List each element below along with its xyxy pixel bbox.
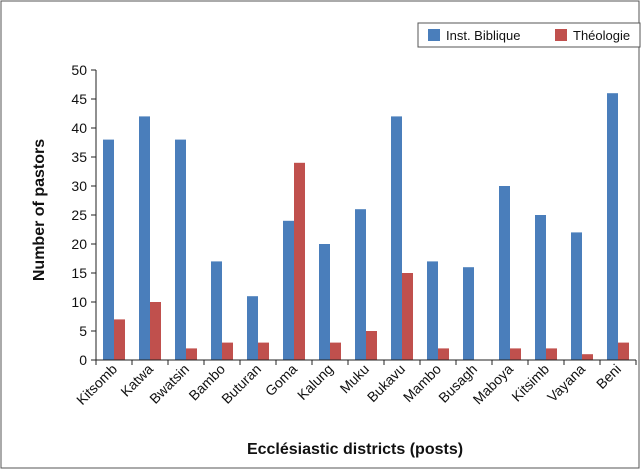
bar-th-ologie-goma [294, 162, 305, 360]
bar-inst-biblique-beni [607, 93, 618, 360]
bar-th-ologie-kitsimb [546, 348, 557, 360]
legend: Inst. Biblique Théologie [417, 22, 641, 48]
y-tick-label: 45 [71, 91, 87, 107]
bar-inst-biblique-goma [283, 220, 294, 360]
bar-th-ologie-buturan [258, 342, 269, 360]
y-tick-label: 5 [79, 323, 87, 339]
legend-box [417, 22, 641, 48]
bar-inst-biblique-bukavu [391, 116, 402, 361]
bar-inst-biblique-busagh [463, 267, 474, 360]
bar-inst-biblique-kitsimb [535, 215, 546, 360]
legend-swatch-theologie [555, 29, 567, 41]
y-tick-label: 20 [71, 236, 87, 252]
bars [103, 93, 629, 361]
bar-inst-biblique-kalung [319, 244, 330, 360]
bar-th-ologie-bukavu [402, 273, 413, 360]
y-tick-label: 50 [71, 62, 87, 78]
bar-inst-biblique-bwatsin [175, 139, 186, 360]
bar-th-ologie-bwatsin [186, 348, 197, 360]
bar-inst-biblique-kitsomb [103, 139, 114, 360]
y-tick-label: 15 [71, 265, 87, 281]
y-axis-ticks: 0 5 10 15 20 25 30 35 40 45 50 [71, 62, 96, 368]
bar-inst-biblique-buturan [247, 296, 258, 360]
bar-inst-biblique-katwa [139, 116, 150, 361]
y-axis-title: Number of pastors [31, 139, 48, 281]
bar-inst-biblique-vayana [571, 232, 582, 360]
bar-th-ologie-kitsomb [114, 319, 125, 360]
bar-th-ologie-mambo [438, 348, 449, 360]
y-tick-label: 35 [71, 149, 87, 165]
bar-th-ologie-beni [618, 342, 629, 360]
y-tick-label: 30 [71, 178, 87, 194]
bar-th-ologie-maboya [510, 348, 521, 360]
bar-inst-biblique-muku [355, 209, 366, 360]
bar-inst-biblique-mambo [427, 261, 438, 360]
y-tick-label: 25 [71, 207, 87, 223]
legend-swatch-inst-biblique [428, 29, 440, 41]
bar-th-ologie-vayana [582, 354, 593, 360]
legend-label-inst-biblique: Inst. Biblique [446, 28, 520, 43]
y-tick-label: 0 [79, 352, 87, 368]
bar-th-ologie-katwa [150, 302, 161, 360]
bar-th-ologie-muku [366, 331, 377, 360]
x-axis-title: Ecclésiastic districts (posts) [247, 441, 463, 458]
y-tick-label: 40 [71, 120, 87, 136]
y-tick-label: 10 [71, 294, 87, 310]
legend-label-theologie: Théologie [573, 28, 630, 43]
bar-inst-biblique-bambo [211, 261, 222, 360]
bar-th-ologie-bambo [222, 342, 233, 360]
bar-th-ologie-kalung [330, 342, 341, 360]
bar-inst-biblique-maboya [499, 186, 510, 360]
